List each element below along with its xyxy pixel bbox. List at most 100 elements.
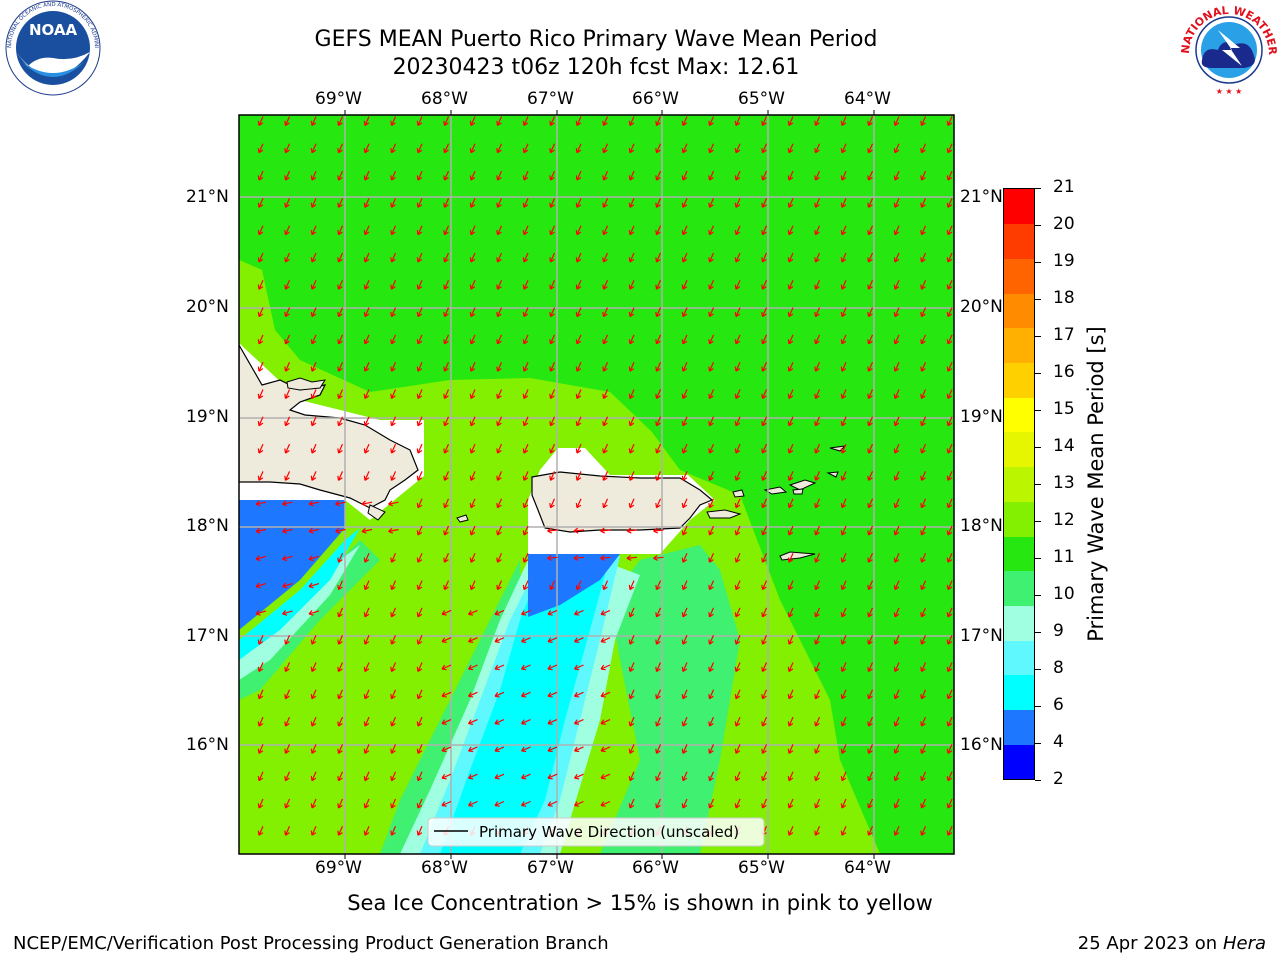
wave-direction-arrow — [708, 198, 715, 208]
wave-direction-arrow — [363, 689, 370, 700]
wave-direction-arrow — [602, 252, 609, 263]
wave-direction-arrow — [441, 664, 452, 671]
wave-direction-arrow — [840, 607, 847, 618]
wave-direction-arrow — [681, 225, 688, 236]
wave-direction-arrow — [575, 280, 582, 290]
wave-direction-arrow — [308, 500, 320, 507]
wave-direction-arrow — [840, 170, 847, 181]
wave-direction-arrow — [626, 554, 638, 561]
colorbar-tick-label: 21 — [1053, 177, 1075, 197]
wave-direction-arrow — [574, 664, 584, 671]
wave-direction-arrow — [734, 634, 741, 645]
wave-direction-arrow — [867, 198, 874, 208]
wave-direction-arrow — [840, 716, 847, 727]
lat-label-left: 16°N — [186, 735, 229, 755]
lat-label-left: 19°N — [186, 407, 229, 427]
wave-direction-arrow — [416, 607, 423, 618]
wave-direction-arrow — [920, 607, 927, 618]
wave-direction-arrow — [416, 580, 423, 591]
wave-direction-arrow — [363, 798, 370, 809]
wave-direction-arrow — [787, 716, 794, 727]
wave-direction-arrow — [655, 498, 662, 509]
wave-direction-arrow — [496, 334, 503, 345]
wave-direction-arrow — [893, 498, 900, 509]
wave-direction-arrow — [363, 443, 370, 454]
wave-direction-arrow — [655, 798, 662, 809]
wave-direction-arrow — [787, 689, 794, 700]
wave-direction-arrow — [761, 525, 768, 536]
wave-direction-arrow — [361, 527, 373, 534]
wave-direction-arrow — [840, 361, 847, 372]
wave-direction-arrow — [734, 525, 741, 536]
wave-direction-arrow — [602, 334, 609, 345]
wave-direction-arrow — [337, 307, 344, 318]
wave-direction-arrow — [761, 771, 768, 782]
wave-direction-arrow — [441, 773, 452, 780]
wave-direction-arrow — [284, 389, 291, 399]
svg-text:★ ★ ★: ★ ★ ★ — [1216, 87, 1243, 96]
wave-direction-arrow — [310, 280, 317, 290]
wave-direction-arrow — [310, 225, 317, 236]
wave-direction-arrow — [284, 471, 291, 481]
wave-direction-arrow — [363, 662, 370, 672]
wave-direction-arrow — [390, 225, 397, 236]
wave-direction-arrow — [761, 498, 768, 509]
wave-direction-arrow — [390, 389, 397, 399]
wave-direction-arrow — [469, 225, 476, 236]
wave-direction-arrow — [893, 307, 900, 318]
map-field — [239, 115, 954, 854]
wave-direction-arrow — [521, 773, 531, 780]
wave-direction-arrow — [814, 553, 821, 563]
colorbar-tick-label: 18 — [1053, 288, 1075, 308]
wave-direction-arrow — [255, 555, 267, 562]
lat-label-left: 20°N — [186, 297, 229, 317]
wave-direction-arrow — [284, 662, 291, 672]
wave-direction-arrow — [787, 116, 794, 126]
map-gridlines — [239, 115, 954, 854]
colorbar-tick-label: 9 — [1053, 621, 1064, 641]
wave-direction-arrow — [602, 280, 609, 290]
wave-direction-arrow — [840, 498, 847, 509]
wave-direction-arrow — [600, 637, 611, 643]
wave-direction-arrow — [496, 143, 503, 154]
wave-direction-arrow — [522, 307, 529, 318]
wave-direction-arrow — [628, 225, 635, 236]
colorbar-segment — [1004, 293, 1034, 329]
wave-direction-arrow — [469, 553, 476, 563]
wave-direction-arrow — [946, 716, 953, 727]
wave-direction-arrow — [628, 607, 635, 618]
wave-direction-arrow — [310, 443, 317, 454]
wave-direction-arrow — [284, 280, 291, 290]
wave-direction-arrow — [600, 527, 611, 534]
wave-direction-arrow — [946, 334, 953, 345]
wave-direction-arrow — [655, 361, 662, 372]
wave-direction-arrow — [681, 662, 688, 672]
wave-direction-arrow — [494, 773, 505, 780]
wave-direction-arrow — [734, 771, 741, 782]
wave-direction-arrow — [946, 744, 953, 754]
wave-direction-arrow — [602, 471, 609, 481]
wave-direction-arrow — [549, 443, 556, 454]
wave-direction-arrow — [600, 746, 611, 753]
wave-direction-arrow — [310, 471, 317, 481]
wave-direction-arrow — [469, 580, 476, 591]
lat-label-right: 16°N — [960, 735, 1003, 755]
wave-direction-arrow — [655, 170, 662, 181]
wave-direction-arrow — [257, 252, 264, 263]
wave-direction-arrow — [708, 580, 715, 591]
wave-direction-arrow — [734, 689, 741, 700]
wave-direction-arrow — [920, 170, 927, 181]
colorbar-segment — [1004, 605, 1034, 641]
wave-direction-arrow — [787, 443, 794, 454]
wave-direction-arrow — [814, 443, 821, 454]
wave-direction-arrow — [337, 771, 344, 782]
wave-direction-arrow — [363, 471, 370, 481]
wave-direction-arrow — [840, 334, 847, 345]
wave-direction-arrow — [416, 143, 423, 154]
wave-direction-arrow — [469, 471, 476, 481]
wave-direction-arrow — [494, 800, 505, 807]
colorbar-tick-label: 6 — [1053, 695, 1064, 715]
wave-direction-arrow — [946, 443, 953, 454]
wave-direction-arrow — [310, 116, 317, 126]
